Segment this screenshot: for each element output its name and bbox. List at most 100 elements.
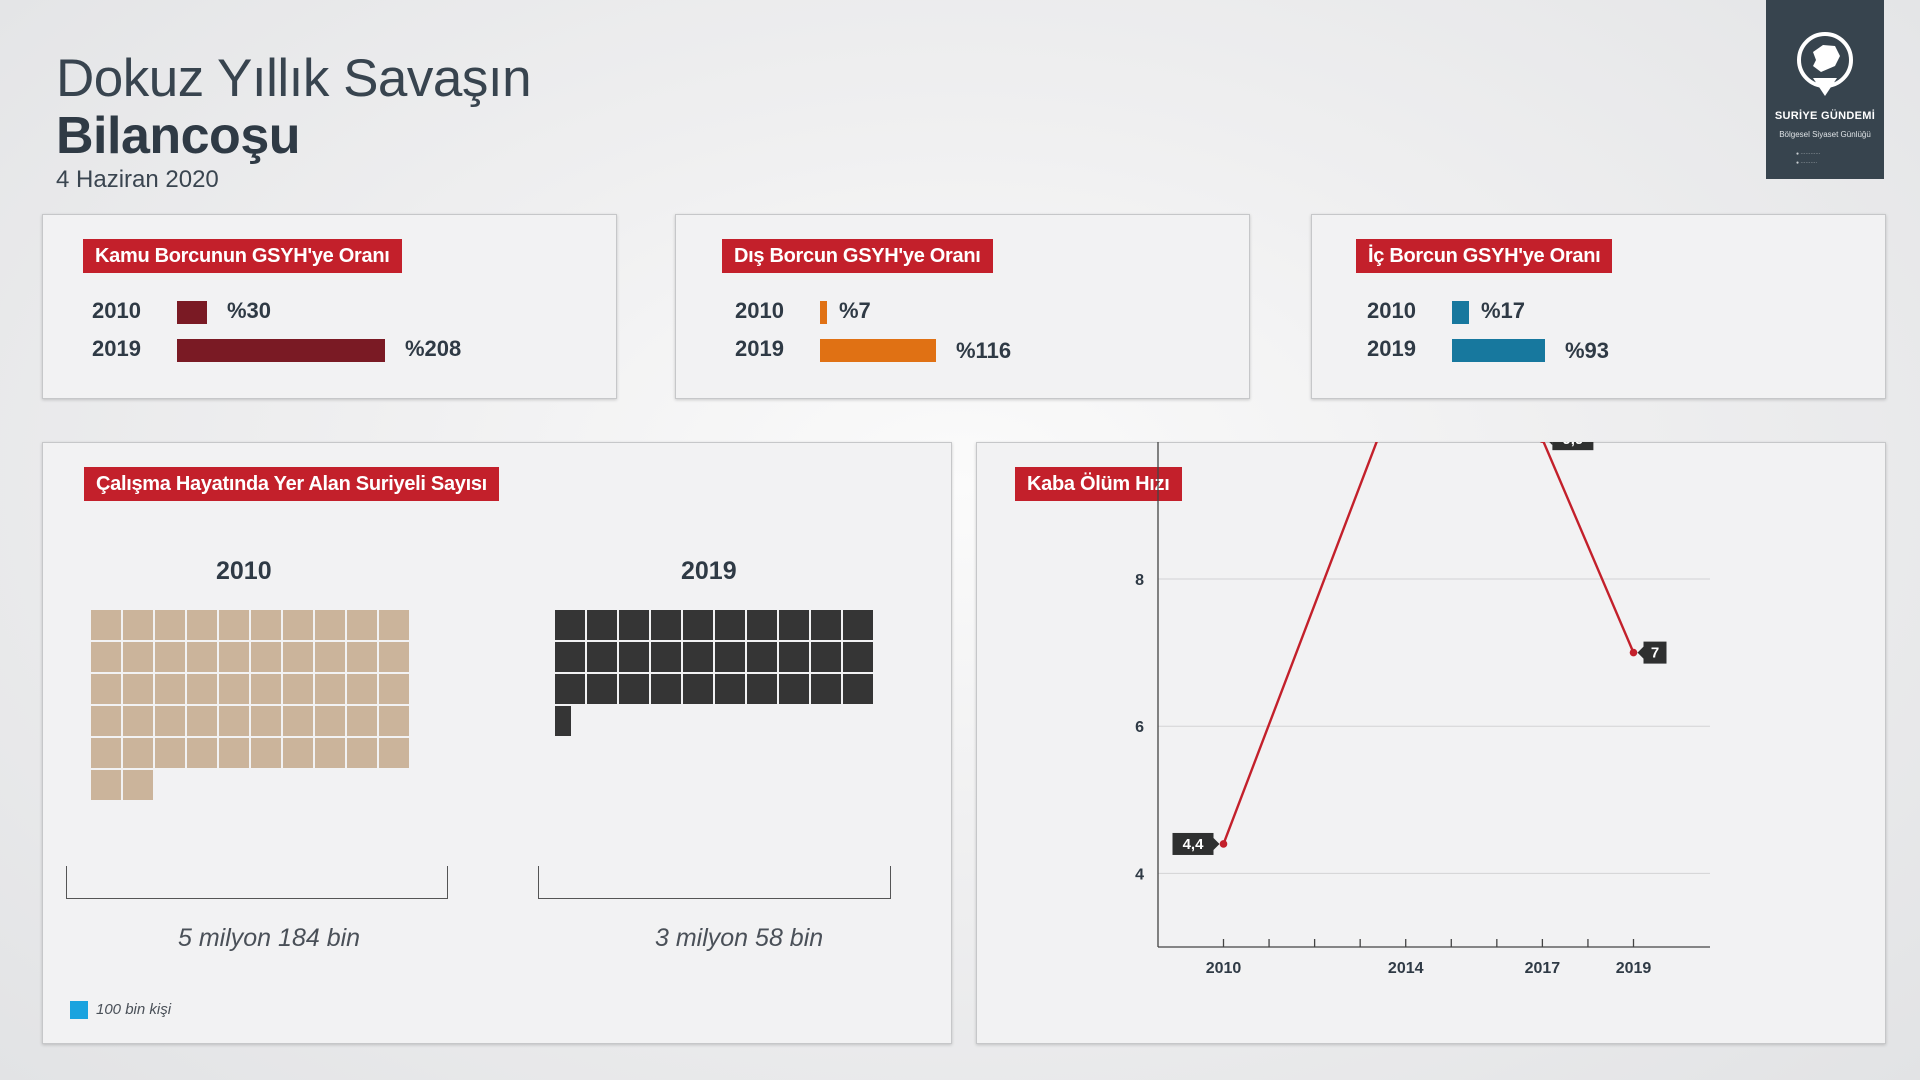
waffle-cell bbox=[123, 610, 153, 640]
waffle-cell bbox=[155, 610, 185, 640]
workforce-total-2019: 3 milyon 58 bin bbox=[655, 924, 824, 952]
series-line bbox=[1222, 442, 1635, 845]
waffle-cell bbox=[347, 642, 377, 672]
waffle-cell bbox=[91, 770, 121, 800]
internal-debt-bar-2019 bbox=[1452, 339, 1545, 362]
public-debt-value-2019: %208 bbox=[405, 336, 462, 361]
data-point bbox=[1539, 442, 1545, 443]
waffle-cell bbox=[123, 770, 153, 800]
waffle-cell bbox=[283, 706, 313, 736]
waffle-cell bbox=[251, 642, 281, 672]
waffle-cell bbox=[91, 674, 121, 704]
waffle-cell bbox=[555, 642, 585, 672]
waffle-cell bbox=[283, 674, 313, 704]
waffle-cell bbox=[779, 674, 809, 704]
internal-debt-year-2010: 2010 bbox=[1367, 298, 1416, 323]
workforce-year-2019: 2019 bbox=[681, 557, 737, 585]
waffle-cell bbox=[747, 674, 777, 704]
waffle-cell bbox=[219, 610, 249, 640]
waffle-cell bbox=[379, 642, 409, 672]
waffle-cell bbox=[187, 610, 217, 640]
waffle-cell bbox=[619, 610, 649, 640]
y-tick-label: 4 bbox=[1135, 866, 1144, 883]
public-debt-bar-2010 bbox=[177, 301, 207, 324]
waffle-cell bbox=[219, 674, 249, 704]
waffle-cell bbox=[683, 642, 713, 672]
waffle-cell bbox=[91, 642, 121, 672]
brand-tagline: Bölgesel Siyaset Günlüğü bbox=[1779, 130, 1871, 139]
waffle-cell bbox=[651, 610, 681, 640]
brand-links: ● ············ ● ·········· bbox=[1796, 151, 1821, 166]
public-debt-year-2010: 2010 bbox=[92, 298, 141, 323]
x-tick-label: 2014 bbox=[1388, 960, 1424, 977]
internal-debt-value-2019: %93 bbox=[1565, 338, 1610, 363]
waffle-cell bbox=[587, 674, 617, 704]
waffle-cell bbox=[843, 674, 873, 704]
data-label-pointer bbox=[1549, 442, 1553, 446]
y-tick-label: 6 bbox=[1135, 719, 1144, 736]
page-title-line1: Dokuz Yıllık Savaşın bbox=[56, 49, 532, 108]
map-pin-icon bbox=[1797, 32, 1853, 96]
waffle-cell bbox=[347, 738, 377, 768]
death-rate-line-chart: 4681012Binde20102014201720194,410,99,97 bbox=[1135, 442, 1710, 977]
unit-legend-swatch bbox=[70, 1001, 88, 1019]
data-label-pointer bbox=[1213, 837, 1220, 850]
waffle-cell bbox=[347, 706, 377, 736]
external-debt-value-2019: %116 bbox=[956, 338, 1012, 363]
workforce-total-2010: 5 milyon 184 bin bbox=[178, 924, 361, 952]
public-debt-value-2010: %30 bbox=[227, 298, 272, 323]
waffle-cell bbox=[587, 610, 617, 640]
waffle-cell bbox=[219, 706, 249, 736]
waffle-cell bbox=[843, 610, 873, 640]
waffle-cell bbox=[251, 610, 281, 640]
data-label: 9,9 bbox=[1562, 442, 1583, 448]
internal-debt-bar-2010 bbox=[1452, 301, 1469, 324]
waffle-cell bbox=[251, 738, 281, 768]
waffle-cell bbox=[123, 674, 153, 704]
waffle-cell bbox=[619, 674, 649, 704]
waffle-cell bbox=[555, 674, 585, 704]
waffle-cell bbox=[155, 674, 185, 704]
waffle-cell bbox=[315, 674, 345, 704]
internal-debt-year-2019: 2019 bbox=[1367, 336, 1416, 361]
waffle-cell bbox=[683, 674, 713, 704]
waffle-cell bbox=[187, 642, 217, 672]
data-label-box bbox=[1552, 442, 1594, 451]
waffle-cell bbox=[347, 674, 377, 704]
brand-logo: SURİYE GÜNDEMİ Bölgesel Siyaset Günlüğü … bbox=[1766, 0, 1884, 179]
external-debt-year-2010: 2010 bbox=[735, 298, 784, 323]
waffle-cell bbox=[379, 738, 409, 768]
external-debt-title: Dış Borcun GSYH'ye Oranı bbox=[722, 239, 993, 273]
x-tick-label: 2019 bbox=[1616, 960, 1652, 977]
waffle-cell bbox=[651, 674, 681, 704]
waffle-cell bbox=[555, 610, 585, 640]
waffle-cell bbox=[155, 642, 185, 672]
waffle-cell bbox=[779, 610, 809, 640]
waffle-cell bbox=[683, 610, 713, 640]
waffle-cell bbox=[747, 610, 777, 640]
x-tick-label: 2010 bbox=[1206, 960, 1242, 977]
data-label-box bbox=[1172, 832, 1214, 855]
waffle-cell bbox=[251, 674, 281, 704]
unit-legend-text: 100 bin kişi bbox=[96, 1001, 172, 1018]
page-title-line2: Bilancoşu bbox=[56, 107, 301, 165]
waffle-cell bbox=[219, 738, 249, 768]
waffle-cell bbox=[187, 738, 217, 768]
waffle-cell bbox=[123, 706, 153, 736]
internal-debt-value-2010: %17 bbox=[1481, 298, 1526, 323]
data-point bbox=[1219, 840, 1228, 848]
waffle-cell bbox=[219, 642, 249, 672]
death-rate-card bbox=[976, 442, 1886, 1044]
data-label: 4,4 bbox=[1183, 836, 1205, 853]
waffle-cell bbox=[347, 610, 377, 640]
waffle-cell bbox=[587, 642, 617, 672]
bracket-2010 bbox=[66, 866, 448, 899]
waffle-cell bbox=[91, 738, 121, 768]
waffle-cell bbox=[155, 706, 185, 736]
waffle-cell bbox=[315, 642, 345, 672]
brand-name: SURİYE GÜNDEMİ bbox=[1774, 110, 1876, 122]
waffle-cell bbox=[283, 738, 313, 768]
waffle-cell bbox=[619, 642, 649, 672]
workforce-title: Çalışma Hayatında Yer Alan Suriyeli Sayı… bbox=[84, 467, 499, 501]
waffle-cell bbox=[715, 610, 745, 640]
